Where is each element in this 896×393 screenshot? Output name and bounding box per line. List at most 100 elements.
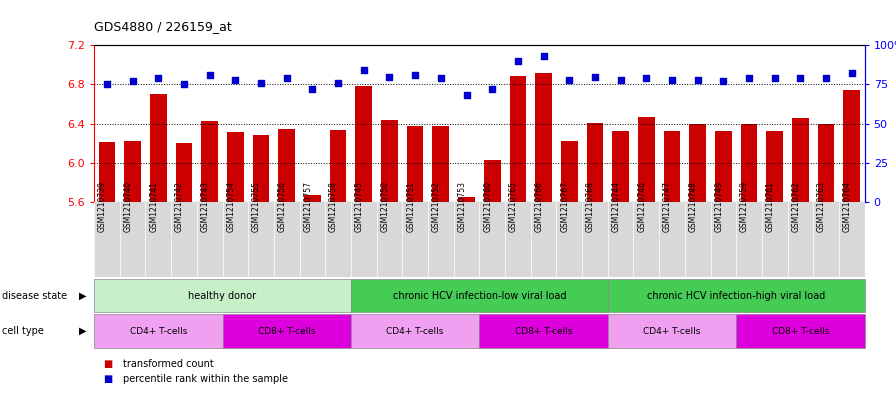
Point	[665, 77, 679, 83]
Text: disease state: disease state	[2, 291, 67, 301]
Text: CD8+ T-cells: CD8+ T-cells	[771, 327, 829, 336]
Bar	[843, 90, 860, 202]
Bar	[150, 94, 167, 202]
Point	[639, 75, 653, 81]
Point	[537, 53, 551, 59]
Text: GSM1210743: GSM1210743	[201, 181, 210, 231]
Bar	[94, 314, 222, 348]
Text: GSM1210764: GSM1210764	[843, 181, 852, 231]
Point	[485, 86, 499, 92]
Bar	[253, 134, 270, 202]
Text: GSM1210739: GSM1210739	[98, 181, 107, 231]
Point	[306, 86, 320, 92]
Bar	[737, 314, 865, 348]
Text: GSM1210750: GSM1210750	[381, 181, 390, 231]
Text: CD4+ T-cells: CD4+ T-cells	[643, 327, 701, 336]
Text: GSM1210761: GSM1210761	[766, 181, 775, 231]
Text: GSM1210767: GSM1210767	[560, 181, 569, 231]
Bar	[587, 123, 603, 202]
Text: GSM1210758: GSM1210758	[329, 181, 338, 231]
Bar	[561, 141, 578, 202]
Text: GSM1210754: GSM1210754	[227, 181, 236, 231]
Text: GSM1210744: GSM1210744	[612, 181, 621, 231]
Point	[562, 77, 576, 83]
Text: cell type: cell type	[2, 326, 44, 336]
Bar	[792, 118, 809, 202]
Text: ▶: ▶	[80, 291, 87, 301]
Text: GSM1210742: GSM1210742	[175, 181, 184, 231]
Bar	[407, 126, 424, 202]
Text: GSM1210763: GSM1210763	[817, 181, 826, 231]
Bar	[433, 126, 449, 202]
Point	[768, 75, 782, 81]
Text: healthy donor: healthy donor	[188, 291, 256, 301]
Point	[434, 75, 448, 81]
Text: GSM1210751: GSM1210751	[406, 181, 415, 231]
Point	[228, 77, 243, 83]
Point	[511, 58, 525, 64]
Bar	[484, 160, 501, 202]
Point	[177, 81, 191, 88]
Text: GSM1210749: GSM1210749	[714, 181, 723, 231]
Text: GSM1210753: GSM1210753	[458, 181, 467, 231]
Text: transformed count: transformed count	[123, 358, 213, 369]
Bar	[510, 75, 526, 202]
Text: GSM1210766: GSM1210766	[535, 181, 544, 231]
Text: GSM1210768: GSM1210768	[586, 181, 595, 231]
Text: GSM1210740: GSM1210740	[124, 181, 133, 231]
Point	[691, 77, 705, 83]
Point	[614, 77, 628, 83]
Text: GSM1210762: GSM1210762	[791, 181, 800, 231]
Text: CD4+ T-cells: CD4+ T-cells	[130, 327, 187, 336]
Text: chronic HCV infection-low viral load: chronic HCV infection-low viral load	[392, 291, 566, 301]
Bar	[607, 314, 737, 348]
Bar	[479, 314, 607, 348]
Point	[151, 75, 166, 81]
Bar	[356, 86, 372, 202]
Bar	[304, 195, 321, 202]
Point	[716, 78, 730, 84]
Text: GDS4880 / 226159_at: GDS4880 / 226159_at	[94, 20, 232, 33]
Point	[254, 80, 268, 86]
Bar	[689, 124, 706, 202]
Point	[357, 67, 371, 73]
Text: chronic HCV infection-high viral load: chronic HCV infection-high viral load	[647, 291, 825, 301]
Bar	[715, 130, 732, 202]
Text: ■: ■	[103, 374, 112, 384]
Bar	[202, 121, 218, 202]
Point	[845, 70, 859, 77]
Point	[280, 75, 294, 81]
Bar	[607, 279, 865, 312]
Point	[408, 72, 422, 78]
Text: GSM1210741: GSM1210741	[150, 181, 159, 231]
Text: GSM1210755: GSM1210755	[252, 181, 261, 231]
Bar	[535, 73, 552, 202]
Text: CD8+ T-cells: CD8+ T-cells	[515, 327, 573, 336]
Text: GSM1210757: GSM1210757	[304, 181, 313, 231]
Text: GSM1210752: GSM1210752	[432, 181, 441, 231]
Bar	[94, 279, 351, 312]
Bar	[125, 141, 141, 202]
Bar	[222, 314, 351, 348]
Text: GSM1210748: GSM1210748	[689, 181, 698, 231]
Bar	[351, 314, 479, 348]
Text: percentile rank within the sample: percentile rank within the sample	[123, 374, 288, 384]
Bar	[818, 124, 834, 202]
Bar	[351, 279, 607, 312]
Text: CD8+ T-cells: CD8+ T-cells	[258, 327, 315, 336]
Bar	[664, 130, 680, 202]
Bar	[99, 142, 116, 202]
Bar	[330, 130, 347, 202]
Point	[460, 92, 474, 99]
Point	[99, 81, 114, 88]
Point	[819, 75, 833, 81]
Bar	[612, 130, 629, 202]
Point	[383, 73, 397, 80]
Text: ■: ■	[103, 358, 112, 369]
Point	[742, 75, 756, 81]
Bar	[638, 117, 655, 202]
Point	[202, 72, 217, 78]
Text: GSM1210745: GSM1210745	[355, 181, 364, 231]
Point	[588, 73, 602, 80]
Bar	[381, 120, 398, 202]
